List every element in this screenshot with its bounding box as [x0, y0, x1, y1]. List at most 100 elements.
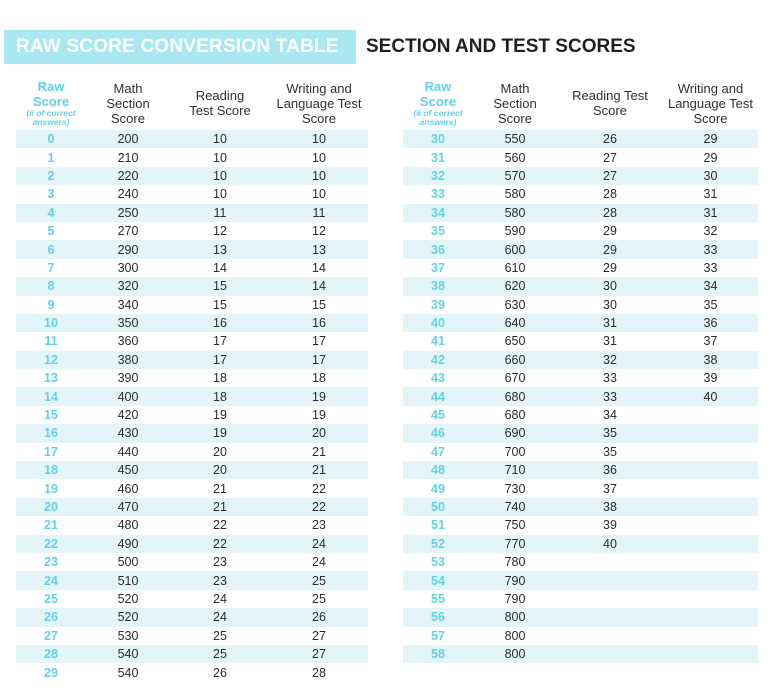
- cell-writing-score: 10: [312, 187, 326, 202]
- cell-raw-score: 31: [431, 150, 445, 165]
- table-row: 26 520 24 26: [16, 608, 368, 627]
- cell-math-score: 610: [504, 260, 526, 275]
- cell-raw-score: 46: [431, 426, 445, 441]
- cell-writing-score: 12: [312, 224, 326, 239]
- cell-reading-score: 30: [603, 297, 617, 312]
- cell-reading-score: 31: [603, 334, 617, 349]
- table-row: 31 560 27 29: [403, 148, 758, 166]
- table-row: 16 430 19 20: [16, 424, 368, 443]
- cell-reading-score: 27: [603, 168, 617, 183]
- cell-raw-score: 5: [47, 224, 55, 239]
- cell-reading-score: 12: [213, 224, 227, 239]
- cell-reading-score: 37: [603, 481, 617, 496]
- cell-raw-score: 23: [44, 555, 58, 570]
- cell-math-score: 650: [504, 334, 526, 349]
- table-row: 10 350 16 16: [16, 313, 368, 333]
- table-row: 56 800: [403, 608, 758, 627]
- cell-writing-score: 13: [312, 242, 326, 257]
- cell-writing-score: 21: [312, 463, 326, 478]
- cell-raw-score: 3: [47, 187, 55, 202]
- cell-writing-score: 29: [703, 132, 718, 147]
- cell-reading-score: 31: [603, 316, 617, 331]
- table-row: 50 740 38: [403, 497, 758, 517]
- table-row: 18 450 20 21: [16, 461, 368, 480]
- cell-reading-score: 14: [213, 260, 227, 275]
- table-row: 20 470 21 22: [16, 497, 368, 517]
- table-row: 39 630 30 35: [403, 296, 758, 314]
- cell-math-score: 340: [117, 297, 139, 312]
- cell-writing-score: 38: [703, 352, 718, 367]
- cell-math-score: 270: [117, 224, 139, 239]
- cell-reading-score: 19: [213, 408, 227, 423]
- cell-writing-score: 34: [703, 279, 718, 294]
- table-body: 30 550 26 29 31 560 27 29 32 570 27 30 33 580 28 31 34 58…: [403, 130, 758, 664]
- cell-math-score: 680: [504, 389, 526, 404]
- cell-raw-score: 51: [431, 518, 445, 533]
- cell-math-score: 220: [117, 168, 139, 183]
- cell-raw-score: 27: [44, 628, 58, 643]
- table-row: 44 680 33 40: [403, 387, 758, 406]
- cell-math-score: 690: [504, 426, 526, 441]
- cell-math-score: 700: [504, 444, 526, 459]
- cell-math-score: 770: [504, 536, 526, 551]
- cell-reading-score: 17: [213, 352, 227, 367]
- cell-raw-score: 14: [44, 389, 58, 404]
- cell-math-score: 380: [117, 352, 139, 367]
- cell-raw-score: 8: [47, 279, 55, 294]
- table-row: 57 800: [403, 627, 758, 645]
- cell-math-score: 390: [117, 371, 139, 386]
- cell-math-score: 640: [504, 316, 526, 331]
- cell-reading-score: 11: [213, 205, 227, 220]
- cell-reading-score: 28: [603, 187, 617, 202]
- cell-raw-score: 4: [47, 205, 55, 220]
- cell-raw-score: 58: [431, 647, 445, 662]
- table-row: 48 710 36: [403, 461, 758, 480]
- cell-math-score: 710: [504, 463, 526, 478]
- cell-math-score: 600: [504, 242, 526, 257]
- cell-raw-score: 11: [44, 334, 58, 349]
- table-row: 52 770 40: [403, 534, 758, 553]
- cell-writing-score: 10: [312, 150, 326, 165]
- cell-math-score: 630: [504, 297, 526, 312]
- cell-writing-score: 30: [703, 168, 718, 183]
- cell-math-score: 660: [504, 352, 526, 367]
- cell-reading-score: 38: [603, 500, 617, 514]
- cell-reading-score: 16: [213, 316, 227, 331]
- cell-writing-score: 39: [703, 371, 718, 386]
- cell-writing-score: 17: [312, 334, 326, 349]
- cell-math-score: 570: [504, 168, 526, 183]
- cell-raw-score: 12: [44, 352, 58, 367]
- cell-math-score: 510: [117, 573, 139, 588]
- table-row: 22 490 22 24: [16, 534, 368, 553]
- header-raw-score: Raw Score (# of correct answers): [16, 76, 86, 130]
- cell-raw-score: 50: [431, 500, 445, 514]
- cell-math-score: 400: [117, 389, 139, 404]
- cell-raw-score: 53: [431, 555, 445, 570]
- cell-raw-score: 56: [431, 610, 445, 625]
- table-row: 55 790: [403, 590, 758, 608]
- table-row: 41 650 31 37: [403, 332, 758, 350]
- table-header: Raw Score (# of correct answers) Math Se…: [403, 76, 758, 130]
- cell-math-score: 460: [117, 481, 139, 496]
- cell-raw-score: 9: [47, 297, 55, 312]
- cell-raw-score: 26: [44, 610, 58, 625]
- table-row: 28 540 25 27: [16, 644, 368, 664]
- conversion-table-right: Raw Score (# of correct answers) Math Se…: [403, 76, 758, 664]
- cell-raw-score: 39: [431, 297, 445, 312]
- cell-reading-score: 23: [213, 573, 227, 588]
- cell-reading-score: 27: [603, 150, 617, 165]
- cell-math-score: 540: [117, 665, 139, 680]
- table-row: 58 800: [403, 644, 758, 664]
- table-row: 34 580 28 31: [403, 203, 758, 222]
- cell-reading-score: 26: [213, 665, 227, 680]
- cell-raw-score: 16: [44, 426, 58, 441]
- cell-reading-score: 29: [603, 224, 617, 239]
- cell-math-score: 790: [504, 591, 526, 606]
- cell-writing-score: 32: [703, 224, 718, 239]
- cell-reading-score: 40: [603, 536, 617, 551]
- cell-reading-score: 20: [213, 444, 227, 459]
- table-row: 35 590 29 32: [403, 222, 758, 240]
- cell-math-score: 500: [117, 555, 139, 570]
- cell-writing-score: 23: [312, 518, 326, 533]
- cell-raw-score: 54: [431, 573, 445, 588]
